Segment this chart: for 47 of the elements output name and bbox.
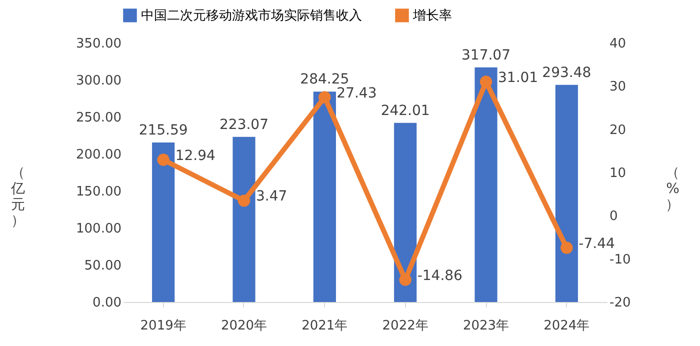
y2-tick-label: 30: [610, 80, 626, 95]
data-label: 284.25: [300, 72, 350, 88]
y-tick-label: 150.00: [76, 184, 122, 200]
x-tick-label: 2019年: [140, 318, 186, 334]
x-tick-label: 2023年: [462, 318, 510, 334]
bar: [313, 92, 336, 302]
bar: [152, 142, 175, 302]
y-tick-label: 250.00: [76, 110, 122, 126]
data-label: 215.59: [138, 122, 188, 138]
legend-label: 增长率: [412, 7, 452, 24]
data-label: 27.43: [336, 85, 377, 102]
bar: [394, 122, 417, 302]
point: [157, 154, 170, 166]
y2-tick-label: 10: [610, 166, 626, 181]
point: [560, 242, 573, 254]
data-label: -14.86: [417, 268, 463, 284]
data-label: 317.07: [462, 47, 510, 64]
y-tick-label: 300.00: [76, 74, 122, 88]
x-tick-label: 2024年: [544, 318, 590, 334]
data-label: -7.44: [578, 236, 615, 252]
x-tick-label: 2020年: [220, 318, 268, 334]
y-tick-label: 350.00: [76, 36, 122, 52]
point: [318, 91, 331, 104]
y2-tick-label: -20: [610, 296, 631, 310]
bar: [555, 84, 578, 302]
data-label: 293.48: [542, 64, 592, 81]
bar: [232, 136, 256, 302]
data-label: 31.01: [498, 70, 538, 86]
y-tick-label: 0.00: [92, 296, 122, 310]
y2-axis-title: （%）: [666, 165, 680, 213]
y-tick-label: 100.00: [76, 222, 122, 236]
x-tick-label: 2022年: [382, 318, 428, 334]
y2-tick-label: 0: [610, 209, 618, 224]
data-label: 223.07: [220, 116, 268, 133]
legend-label: 中国二次元移动游戏市场实际销售收入: [141, 8, 362, 24]
y-tick-label: 50.00: [84, 258, 122, 274]
y-axis-title: （亿元）: [10, 165, 26, 229]
data-label: 242.01: [380, 102, 430, 119]
y2-tick-label: -10: [610, 252, 631, 268]
data-label: 12.94: [175, 148, 216, 164]
bar: [474, 67, 498, 302]
x-tick-label: 2021年: [302, 318, 348, 334]
data-label: 3.47: [256, 188, 288, 205]
y2-tick-label: 40: [610, 36, 626, 52]
y-tick-label: 200.00: [76, 148, 122, 162]
point: [238, 194, 250, 207]
y2-tick-label: 20: [610, 122, 626, 138]
